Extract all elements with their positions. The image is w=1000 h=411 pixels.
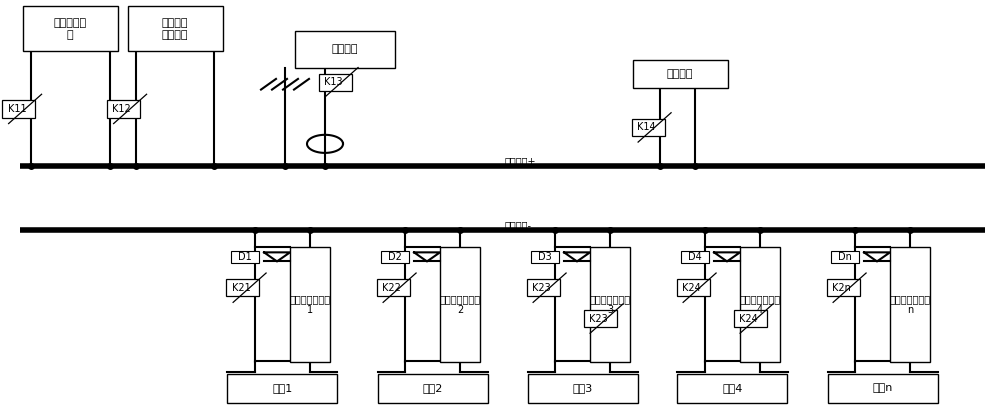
Text: K21: K21 xyxy=(232,283,251,293)
Text: 双向预充电模块
2: 双向预充电模块 2 xyxy=(439,294,481,314)
Text: 高压母线-: 高压母线- xyxy=(505,220,532,230)
FancyBboxPatch shape xyxy=(295,31,395,68)
FancyBboxPatch shape xyxy=(318,74,352,91)
Text: K14: K14 xyxy=(637,122,656,132)
Text: 负载3: 负载3 xyxy=(572,383,593,393)
Text: 双向预充电模块
3: 双向预充电模块 3 xyxy=(589,294,631,314)
Text: D1: D1 xyxy=(238,252,252,262)
FancyBboxPatch shape xyxy=(378,374,488,403)
FancyBboxPatch shape xyxy=(681,251,709,263)
FancyBboxPatch shape xyxy=(231,251,259,263)
FancyBboxPatch shape xyxy=(226,279,259,296)
Text: K12: K12 xyxy=(112,104,131,114)
Text: 高压母线+: 高压母线+ xyxy=(505,156,536,166)
FancyBboxPatch shape xyxy=(531,251,559,263)
Text: K23: K23 xyxy=(589,314,608,323)
FancyBboxPatch shape xyxy=(632,119,665,136)
FancyBboxPatch shape xyxy=(828,374,938,403)
Text: K2n: K2n xyxy=(832,283,851,293)
FancyBboxPatch shape xyxy=(584,310,616,327)
FancyBboxPatch shape xyxy=(527,279,560,296)
FancyBboxPatch shape xyxy=(734,310,767,327)
Text: 放电装置: 放电装置 xyxy=(667,69,693,79)
FancyBboxPatch shape xyxy=(831,251,859,263)
Text: K24: K24 xyxy=(739,314,758,323)
FancyBboxPatch shape xyxy=(376,279,410,296)
FancyBboxPatch shape xyxy=(440,247,480,362)
Text: 负载4: 负载4 xyxy=(722,383,743,393)
Text: 安全监控: 安全监控 xyxy=(332,44,358,54)
Text: K13: K13 xyxy=(324,77,343,87)
Text: Dn: Dn xyxy=(838,252,852,262)
Text: K23: K23 xyxy=(532,283,551,293)
FancyBboxPatch shape xyxy=(633,60,728,88)
Text: K11: K11 xyxy=(8,104,26,114)
FancyBboxPatch shape xyxy=(227,374,337,403)
Text: 储能单元
超级电容: 储能单元 超级电容 xyxy=(162,18,188,40)
FancyBboxPatch shape xyxy=(528,374,638,403)
FancyBboxPatch shape xyxy=(740,247,780,362)
Text: 负载2: 负载2 xyxy=(422,383,443,393)
FancyBboxPatch shape xyxy=(290,247,330,362)
FancyBboxPatch shape xyxy=(676,279,710,296)
Text: D3: D3 xyxy=(538,252,552,262)
FancyBboxPatch shape xyxy=(890,247,930,362)
Text: 双向预充电模块
n: 双向预充电模块 n xyxy=(889,294,931,314)
FancyBboxPatch shape xyxy=(381,251,409,263)
Text: K24: K24 xyxy=(682,283,701,293)
Text: 负载n: 负载n xyxy=(872,383,893,393)
Text: 高压电源输
入: 高压电源输 入 xyxy=(53,18,87,40)
FancyBboxPatch shape xyxy=(826,279,860,296)
FancyBboxPatch shape xyxy=(590,247,630,362)
FancyBboxPatch shape xyxy=(23,6,118,51)
Text: D4: D4 xyxy=(688,252,702,262)
Text: 双向预充电模块
1: 双向预充电模块 1 xyxy=(289,294,331,314)
FancyBboxPatch shape xyxy=(677,374,787,403)
Text: D2: D2 xyxy=(388,252,402,262)
FancyBboxPatch shape xyxy=(107,100,140,118)
Text: K22: K22 xyxy=(382,283,401,293)
Text: 双向预充电模块
4: 双向预充电模块 4 xyxy=(739,294,781,314)
Text: 负载1: 负载1 xyxy=(272,383,293,393)
FancyBboxPatch shape xyxy=(2,100,35,118)
FancyBboxPatch shape xyxy=(128,6,222,51)
